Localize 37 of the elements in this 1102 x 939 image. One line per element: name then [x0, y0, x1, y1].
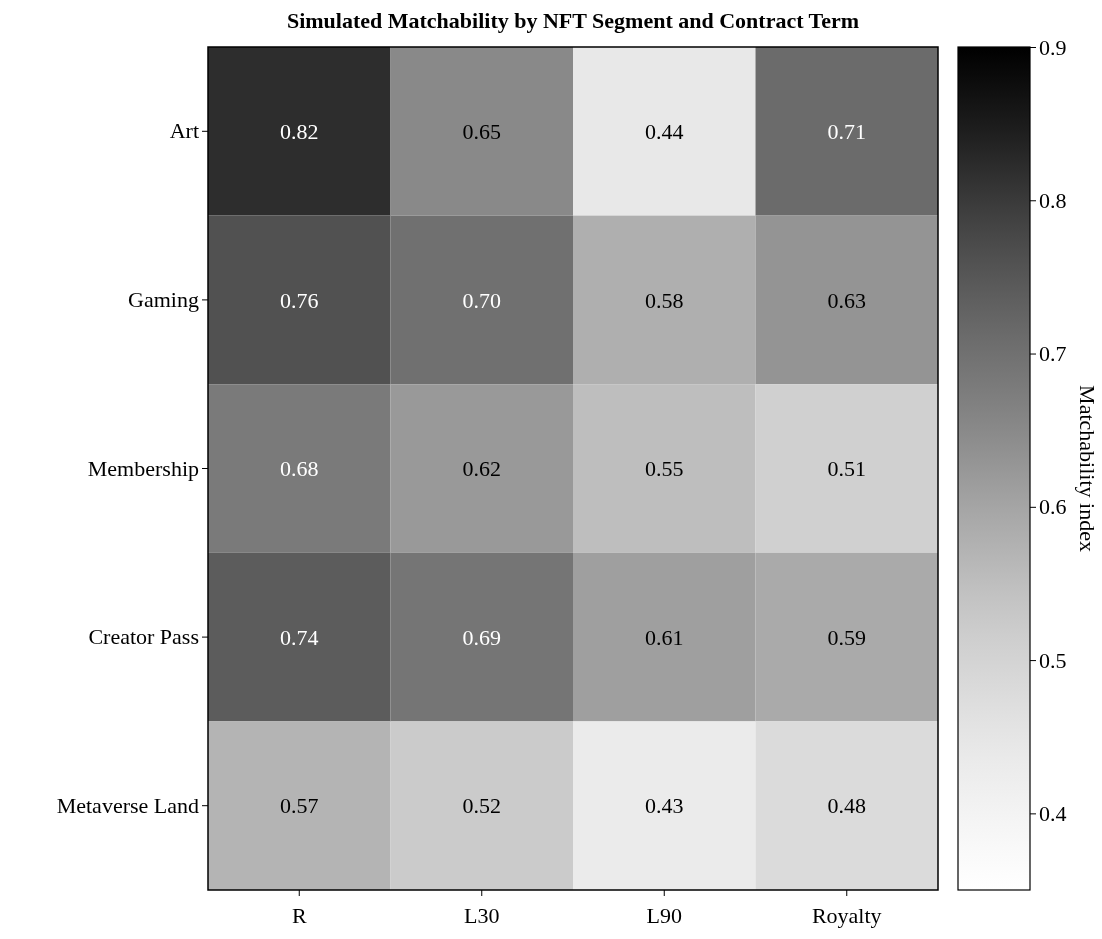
- data-label: 0.63: [827, 287, 866, 313]
- data-label: 0.59: [827, 624, 866, 650]
- color-bar-label: 0.6: [1039, 494, 1067, 520]
- data-label: 0.43: [645, 793, 684, 819]
- data-label: 0.55: [645, 456, 684, 482]
- data-label: 0.52: [462, 793, 501, 819]
- x-tick-label: R: [291, 903, 307, 929]
- data-label: 0.68: [280, 456, 319, 482]
- color-bar-label: 0.7: [1039, 341, 1067, 367]
- x-tick-label: L30: [464, 903, 500, 929]
- color-bar-label: 0.5: [1039, 647, 1067, 673]
- color-bar-title: Matchability index: [1075, 385, 1100, 552]
- y-tick-label: Membership: [87, 455, 199, 481]
- data-label: 0.57: [280, 793, 319, 819]
- data-label: 0.51: [827, 456, 866, 482]
- y-tick-label: Art: [169, 118, 199, 144]
- data-label: 0.69: [462, 624, 501, 650]
- data-label: 0.48: [827, 793, 866, 819]
- data-label: 0.74: [280, 624, 319, 650]
- y-tick-label: Gaming: [128, 286, 199, 312]
- y-tick-label: Creator Pass: [88, 624, 199, 650]
- color-bar-label: 0.4: [1039, 800, 1067, 826]
- data-label: 0.70: [462, 287, 501, 313]
- x-tick-label: L90: [646, 903, 682, 929]
- color-bar-label: 0.8: [1039, 187, 1067, 213]
- data-label: 0.62: [462, 456, 501, 482]
- data-label: 0.76: [280, 287, 319, 313]
- y-tick-label: Metaverse Land: [56, 792, 199, 818]
- data-label: 0.61: [645, 624, 684, 650]
- data-label: 0.44: [645, 119, 684, 144]
- x-tick-label: Royalty: [811, 903, 882, 929]
- data-label: 0.65: [462, 119, 501, 144]
- data-label: 0.58: [645, 287, 684, 313]
- data-label: 0.82: [280, 119, 319, 144]
- data-label: 0.71: [827, 119, 866, 144]
- color-bar-label: 0.9: [1039, 34, 1067, 60]
- chart-title: Simulated Matchability by NFT Segment and Contract Term: [286, 8, 860, 33]
